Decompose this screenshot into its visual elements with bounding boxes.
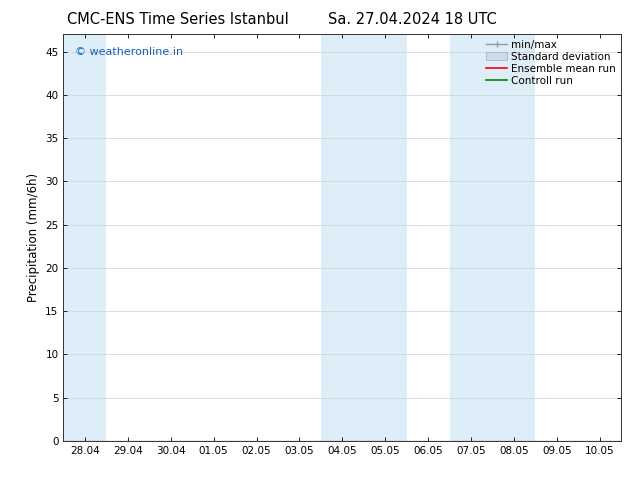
- Legend: min/max, Standard deviation, Ensemble mean run, Controll run: min/max, Standard deviation, Ensemble me…: [486, 40, 616, 86]
- Y-axis label: Precipitation (mm/6h): Precipitation (mm/6h): [27, 173, 40, 302]
- Text: © weatheronline.in: © weatheronline.in: [75, 47, 183, 56]
- Text: CMC-ENS Time Series Istanbul: CMC-ENS Time Series Istanbul: [67, 12, 288, 27]
- Bar: [321, 34, 407, 441]
- Text: Sa. 27.04.2024 18 UTC: Sa. 27.04.2024 18 UTC: [328, 12, 496, 27]
- Bar: [450, 34, 536, 441]
- Bar: [63, 34, 107, 441]
